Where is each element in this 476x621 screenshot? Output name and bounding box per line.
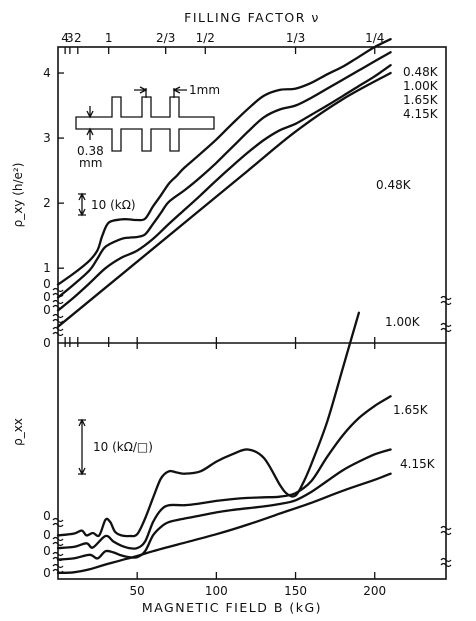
series-label: 4.15K: [403, 107, 439, 121]
dimension-arrow-left: [134, 86, 148, 94]
series-label: 1.65K: [403, 93, 439, 107]
axis-break-mark: [52, 287, 64, 298]
dimension-arrow-right: [172, 86, 187, 94]
offset-zero-label: 0: [43, 336, 51, 350]
rho-xx-scale-bar: [78, 418, 86, 476]
axis-break-mark: [52, 536, 64, 547]
top-tick-label: 4: [61, 31, 69, 45]
y-tick-label: 4: [43, 66, 51, 80]
offset-zero-label: 0: [43, 290, 51, 304]
x-tick-label: 50: [130, 584, 145, 598]
x-tick-label: 100: [205, 584, 228, 598]
axis-break-mark: [52, 563, 64, 574]
offset-zero-label: 0: [43, 277, 51, 291]
axis-break-mark: [52, 517, 64, 528]
rho-xx-curves: 0.48K 1.00K 1.65K 4.15K: [56, 178, 436, 575]
dimension-arrow-up: [86, 127, 94, 140]
top-tick-label: 2: [74, 31, 82, 45]
top-axis-title: FILLING FACTOR ν: [184, 10, 320, 25]
axis-break-mark: [440, 322, 452, 333]
rho-xx-y-axis: 0 0 0 0 ρ_xx: [11, 418, 51, 580]
axis-break-marks: [52, 287, 452, 574]
series-line-1.65K: [56, 448, 392, 561]
top-tick-label: 1/2: [196, 31, 215, 45]
top-tick-label: 3: [66, 31, 74, 45]
offset-zero-label: 0: [43, 544, 51, 558]
offset-zero-label: 0: [43, 566, 51, 580]
y-axis-title: ρ_xy (h/e²): [11, 163, 25, 228]
x-tick-label: 150: [284, 584, 307, 598]
axis-break-mark: [52, 299, 64, 310]
series-line-0.48K: [56, 311, 361, 538]
axis-break-mark: [440, 525, 452, 536]
rho-xy-scale-bar: [78, 192, 86, 217]
x-tick-label: 200: [363, 584, 386, 598]
y-axis-title: ρ_xx: [11, 418, 25, 446]
top-tick-label: 1: [105, 31, 113, 45]
axis-break-mark: [440, 557, 452, 568]
offset-zero-label: 0: [43, 528, 51, 542]
series-label: 0.48K: [376, 178, 412, 192]
axis-break-mark: [440, 295, 452, 306]
x-axis-title: MAGNETIC FIELD B (kG): [142, 600, 322, 615]
bottom-axis: 50 100 150 200 MAGNETIC FIELD B (kG): [64, 337, 386, 615]
series-line-1.65K: [56, 64, 392, 312]
y-tick-label: 3: [43, 131, 51, 145]
top-tick-label: 1/3: [286, 31, 305, 45]
series-line-1.00K: [56, 395, 392, 550]
series-label: 1.00K: [403, 79, 439, 93]
series-label: 1.00K: [385, 315, 421, 329]
rho-xy-scale-label: 10 (kΩ): [91, 198, 136, 212]
rho-xx-scale-label: 10 (kΩ/□): [93, 440, 153, 454]
y-tick-label: 1: [43, 261, 51, 275]
series-label: 4.15K: [400, 457, 436, 471]
offset-zero-label: 0: [43, 303, 51, 317]
plot-frames: [57, 46, 447, 580]
series-line-4.15K: [56, 472, 392, 575]
outer-frame: [57, 46, 447, 580]
sample-inset: 1mm 0.38 mm: [75, 83, 220, 170]
inset-width-label: 1mm: [189, 83, 220, 97]
scale-bars: 10 (kΩ) 10 (kΩ/□): [78, 192, 153, 476]
axis-break-mark: [52, 313, 64, 324]
series-line-4.15K: [56, 71, 392, 328]
top-axis: FILLING FACTOR ν 43 2 1 2/3 1/2 1/3 1/4: [61, 10, 384, 54]
series-label: 1.65K: [393, 403, 429, 417]
offset-zero-label: 0: [43, 509, 51, 523]
inset-height-label: 0.38 mm: [77, 144, 104, 170]
axis-break-mark: [52, 326, 64, 337]
top-tick-label: 1/4: [365, 31, 384, 45]
series-label: 0.48K: [403, 65, 439, 79]
y-tick-label: 2: [43, 196, 51, 210]
hall-bar-outline: [75, 96, 215, 152]
top-tick-label: 2/3: [156, 31, 175, 45]
axis-break-mark: [52, 551, 64, 562]
series-line-0.48K: [56, 38, 392, 286]
dimension-arrow-down: [86, 106, 94, 119]
series-line-1.00K: [56, 51, 392, 299]
